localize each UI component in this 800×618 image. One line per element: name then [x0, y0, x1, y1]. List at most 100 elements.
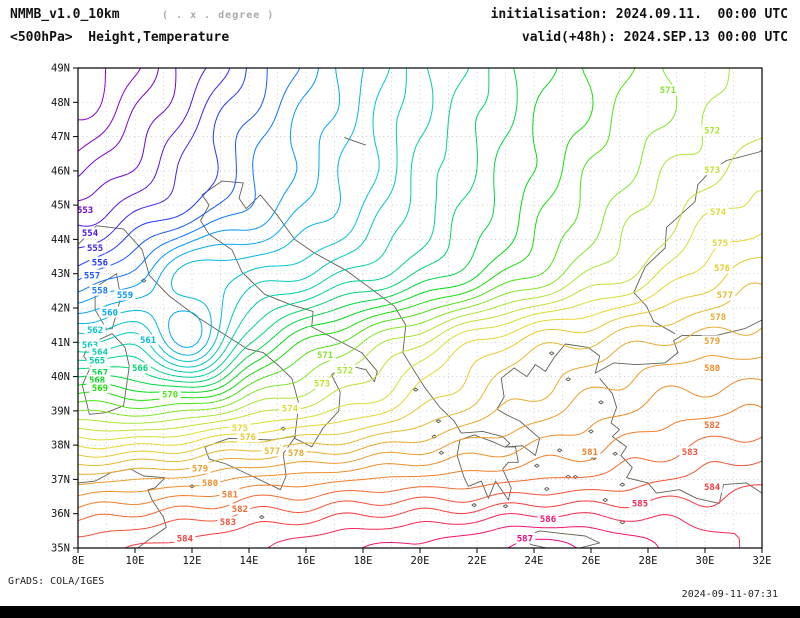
contour-level-570	[78, 68, 636, 409]
coast-peloponnese	[456, 434, 519, 501]
contour-level-583	[78, 460, 762, 538]
contour-level-575	[78, 232, 762, 450]
small-island	[612, 451, 618, 456]
contour-level-560	[78, 68, 341, 348]
contour-label: 580	[704, 364, 720, 374]
contour-label: 586	[540, 515, 556, 525]
contour-label: 569	[92, 384, 108, 394]
contour-label: 560	[102, 308, 118, 318]
render-timestamp: 2024-09-11-07:31	[681, 589, 778, 600]
contour-label: 578	[288, 449, 304, 459]
small-island	[534, 463, 540, 468]
contour-level-580	[78, 378, 762, 497]
contour-label: 572	[704, 126, 720, 136]
contour-label: 577	[264, 447, 280, 457]
coast-italy-balkans-greece-anatolia	[78, 180, 762, 456]
small-island	[259, 515, 265, 520]
lat-axis-label: 42N	[51, 303, 70, 315]
contour-label: 554	[82, 229, 99, 239]
contour-level-561	[78, 68, 364, 356]
contour-label: 570	[162, 390, 178, 400]
contour-lines	[78, 68, 762, 548]
small-island	[435, 419, 442, 424]
lon-axis-label: 28E	[639, 555, 658, 567]
small-island	[588, 429, 594, 434]
contour-label: 557	[84, 271, 100, 281]
lat-axis-label: 38N	[51, 440, 70, 452]
small-island	[140, 278, 147, 283]
contour-level-578	[78, 326, 762, 475]
contour-label: 558	[92, 286, 108, 296]
contour-level-558	[78, 68, 301, 293]
lat-axis-label: 46N	[51, 165, 70, 177]
contour-level-572	[78, 68, 730, 424]
contour-label: 583	[682, 448, 698, 458]
contour-label: 577	[717, 291, 733, 301]
contour-label: 582	[232, 505, 248, 515]
lon-axis-label: 12E	[183, 555, 202, 567]
contour-level-586	[362, 525, 660, 548]
contour-label: 584	[177, 534, 194, 544]
lat-axis-label: 48N	[51, 97, 70, 109]
contour-level-571	[78, 68, 678, 417]
small-island	[471, 503, 477, 508]
small-island	[413, 387, 419, 392]
contour-level-557	[78, 68, 268, 281]
contour-label: 562	[87, 326, 103, 336]
lat-axis-label: 45N	[51, 200, 70, 212]
lat-axis-label: 36N	[51, 508, 70, 520]
contour-label: 559	[117, 291, 133, 301]
contour-level-559	[78, 68, 320, 304]
contour-label: 585	[632, 499, 648, 509]
lon-axis-label: 18E	[354, 555, 373, 567]
bottom-bar	[0, 606, 800, 618]
contour-level-562	[78, 68, 391, 362]
small-island	[602, 497, 608, 503]
lon-axis-label: 14E	[240, 555, 259, 567]
contour-label: 565	[89, 356, 105, 366]
contour-level-568	[78, 68, 558, 393]
small-island	[438, 450, 445, 455]
contour-label: 567	[92, 368, 108, 378]
contour-label: 583	[220, 518, 236, 528]
coast-lake-balaton	[344, 137, 367, 146]
contour-label: 572	[337, 366, 353, 376]
contour-label: 581	[222, 490, 238, 500]
contour-level-555	[78, 68, 231, 249]
contour-label: 579	[192, 464, 208, 474]
contour-label: 582	[704, 421, 720, 431]
contour-level-582	[78, 435, 762, 522]
contour-level-579	[78, 354, 762, 486]
contour-label: 584	[704, 483, 721, 493]
contour-level-574	[78, 189, 762, 441]
lat-axis-label: 35N	[51, 543, 70, 555]
contour-level-581	[78, 403, 762, 509]
lat-axis-label: 49N	[51, 63, 70, 75]
contour-label: 573	[314, 379, 330, 389]
contour-label: 571	[660, 86, 676, 96]
lon-axis-label: 30E	[696, 555, 715, 567]
init-time: initialisation: 2024.09.11. 00:00 UTC	[490, 7, 788, 22]
small-island	[544, 486, 550, 492]
small-island	[565, 377, 571, 382]
lon-axis-label: 8E	[72, 555, 85, 567]
contour-level-576	[78, 256, 762, 458]
contour-label: 587	[517, 534, 533, 544]
coast-anatolia-aegean-south-coast	[599, 378, 762, 504]
contour-label: 576	[240, 433, 256, 443]
lat-axis-label: 37N	[51, 474, 70, 486]
contour-label: 571	[317, 351, 333, 361]
resolution-note: ( . x . degree )	[162, 10, 275, 21]
lon-axis-label: 26E	[582, 555, 601, 567]
contour-label: 578	[710, 313, 726, 323]
contour-label: 580	[202, 479, 218, 489]
contour-label: 574	[710, 208, 727, 218]
lon-axis-label: 24E	[525, 555, 544, 567]
contour-label: 568	[89, 376, 105, 386]
grads-credit: GrADS: COLA/IGES	[8, 576, 105, 587]
coast-crete	[520, 530, 601, 548]
axis-labels: 49N 48N 47N 46N 45N 44N 43N 42N 41N 40N 39N 38N 37N 3…	[51, 63, 771, 568]
contour-level-553	[78, 68, 177, 202]
lon-axis-label: 22E	[468, 555, 487, 567]
